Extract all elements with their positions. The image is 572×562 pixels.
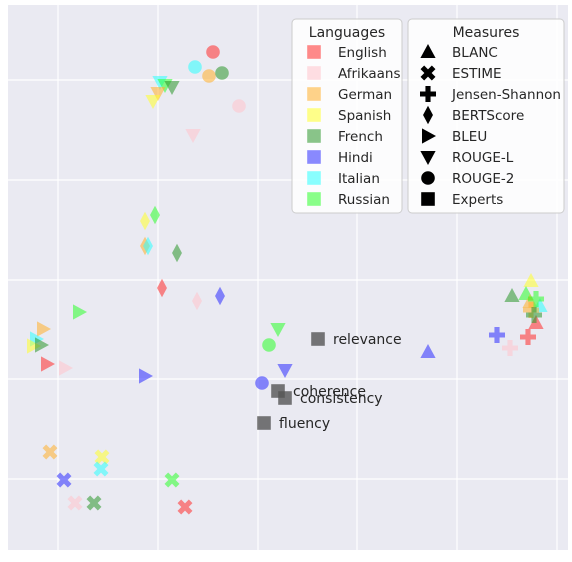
point-german-estime [42, 444, 58, 460]
point-english-rouge-2 [206, 45, 220, 59]
point-french-bleu [35, 337, 49, 353]
point-italian-rouge-2 [188, 60, 202, 74]
point-spanish-rouge-l [145, 95, 161, 109]
point-english-jensen-shannon [520, 329, 536, 345]
point-french-rouge-2 [215, 66, 229, 80]
legend-label-estime: ESTIME [452, 66, 502, 82]
point-german-rouge-2 [202, 69, 216, 83]
legend-marker-bleu [422, 128, 436, 144]
legend-swatch-russian [307, 192, 321, 206]
legend-languages-title: Languages [309, 25, 385, 41]
legend-swatch-german [307, 87, 321, 101]
point-russian-jensen-shannon [528, 291, 544, 307]
legend-measures-items: BLANC ESTIME Jensen-Shannon BERTScore BLEU RO… [420, 44, 561, 208]
legend-swatch-french [307, 129, 321, 143]
legend-label-jensen-shannon: Jensen-Shannon [451, 87, 561, 103]
point-french-jensen-shannon [526, 307, 542, 323]
legend-swatch-hindi [307, 150, 321, 164]
point-russian-bertscore [150, 205, 160, 225]
legend-languages-items: English Afrikaans German Spanish French Hindi… [307, 45, 401, 208]
legend-swatch-english [307, 45, 321, 59]
point-german-bleu [37, 321, 51, 337]
expert-label-fluency: fluency [279, 416, 330, 432]
point-spanish-bertscore [140, 211, 150, 231]
point-afrikaans-rouge-2 [232, 99, 246, 113]
legend-label-english: English [338, 45, 387, 61]
point-french-blanc [504, 288, 520, 302]
point-hindi-bleu [139, 368, 153, 384]
legend-marker-experts [421, 192, 435, 206]
legend-marker-estime [420, 65, 436, 81]
point-hindi-jensen-shannon [489, 327, 505, 343]
point-hindi-bertscore [215, 286, 225, 306]
point-french-bertscore [172, 243, 182, 263]
point-english-estime [177, 499, 193, 515]
point-italian-bertscore [143, 236, 153, 256]
point-afrikaans-rouge-l [185, 129, 201, 143]
point-russian-estime [164, 472, 180, 488]
legend-marker-bertscore [423, 105, 433, 125]
legend-measures-title: Measures [453, 25, 520, 41]
legend-label-russian: Russian [338, 192, 390, 208]
point-hindi-rouge-l [277, 364, 293, 378]
legend-label-rouge-2: ROUGE-2 [452, 171, 514, 187]
point-russian-bleu [73, 304, 87, 320]
point-italian-estime [93, 461, 109, 477]
point-russian-rouge-2 [262, 338, 276, 352]
legend-label-hindi: Hindi [338, 150, 373, 166]
point-english-bertscore [157, 278, 167, 298]
legend-label-afrikaans: Afrikaans [338, 66, 401, 82]
point-german-jensen-shannon [523, 302, 539, 318]
legend-marker-rouge-l [420, 151, 436, 165]
expert-point-consistency [278, 391, 292, 405]
data-points [27, 45, 548, 515]
legend-marker-jensen-shannon [420, 86, 436, 103]
point-spanish-blanc [523, 273, 539, 287]
legend-label-bleu: BLEU [452, 129, 487, 145]
expert-label-relevance: relevance [333, 332, 402, 348]
point-afrikaans-bertscore [192, 291, 202, 311]
point-french-estime [86, 495, 102, 511]
expert-label-consistency: consistency [300, 391, 383, 407]
point-english-bleu [41, 356, 55, 372]
legend-label-blanc: BLANC [452, 45, 498, 61]
point-afrikaans-jensen-shannon [502, 340, 518, 356]
legend-swatch-spanish [307, 108, 321, 122]
legend-marker-blanc [420, 44, 436, 58]
point-afrikaans-bleu [59, 360, 73, 376]
legend-marker-rouge-2 [421, 171, 435, 185]
legend-label-rouge-l: ROUGE-L [452, 150, 514, 166]
legend-measures-box [407, 18, 565, 214]
expert-point-relevance [311, 332, 325, 346]
point-afrikaans-estime [67, 495, 83, 511]
point-russian-rouge-l [270, 323, 286, 337]
legend-swatch-italian [307, 171, 321, 185]
legend-languages: Languages English Afrikaans German Spanish F… [291, 18, 403, 214]
point-spanish-bleu [27, 338, 41, 354]
point-german-rouge-l [150, 87, 166, 101]
legend-label-french: French [338, 129, 383, 145]
expert-label-coherence: coherence [293, 384, 366, 400]
legend-label-spanish: Spanish [338, 108, 391, 124]
point-hindi-blanc [420, 344, 436, 358]
point-french-rouge-l [164, 81, 180, 95]
gridlines [8, 5, 568, 550]
legend-swatch-afrikaans [307, 66, 321, 80]
legend-label-italian: Italian [338, 171, 380, 187]
expert-point-fluency [257, 416, 271, 430]
legend-label-german: German [338, 87, 392, 103]
point-hindi-estime [56, 472, 72, 488]
point-hindi-rouge-2 [255, 376, 269, 390]
legend-label-experts: Experts [452, 192, 503, 208]
point-spanish-estime [94, 449, 110, 465]
legend-label-bertscore: BERTScore [452, 108, 524, 124]
legend-measures: Measures BLANC ESTIME Jensen-Shannon BERTSc… [407, 18, 565, 214]
